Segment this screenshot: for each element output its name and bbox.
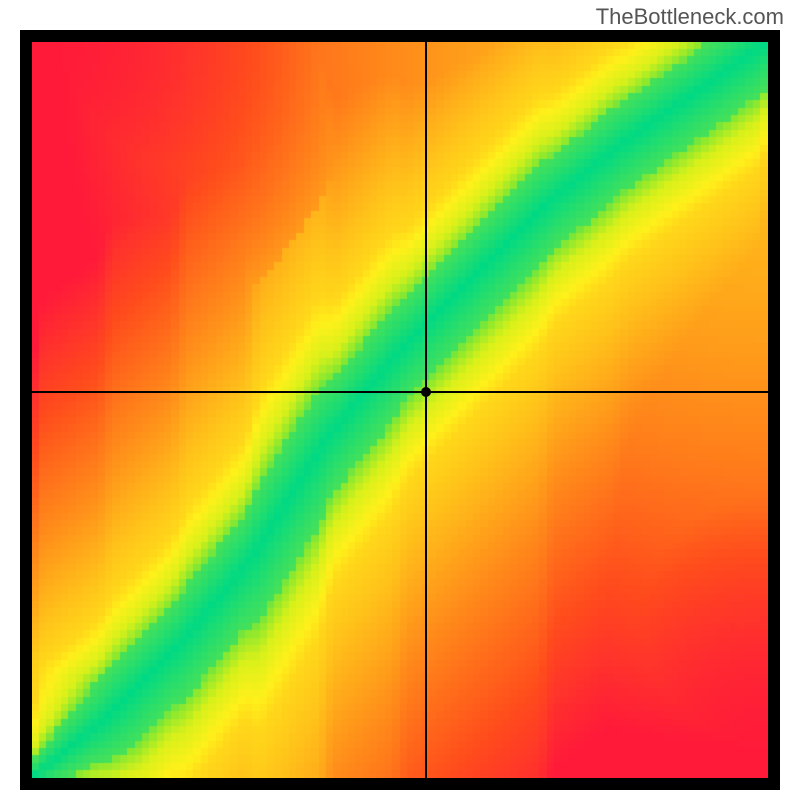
chart-container: TheBottleneck.com xyxy=(0,0,800,800)
crosshair-horizontal xyxy=(32,391,768,393)
heatmap-frame xyxy=(20,30,780,790)
heatmap-canvas xyxy=(32,42,768,778)
attribution-text: TheBottleneck.com xyxy=(596,4,784,30)
crosshair-vertical xyxy=(425,42,427,778)
marker-dot xyxy=(421,387,431,397)
